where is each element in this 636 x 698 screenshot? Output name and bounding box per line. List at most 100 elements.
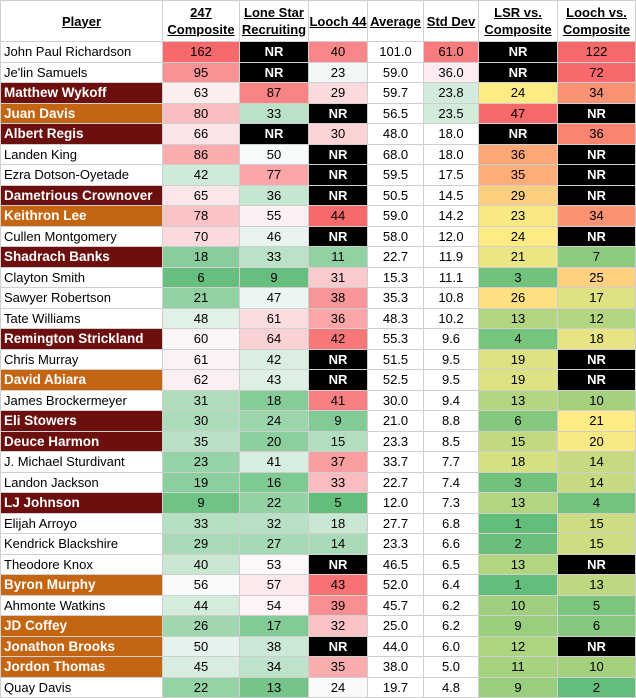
cell-player[interactable]: Eli Stowers xyxy=(0,410,163,432)
cell-247-composite: 63 xyxy=(162,82,240,104)
cell-247-composite: 86 xyxy=(162,143,240,165)
cell-player[interactable]: Elijah Arroyo xyxy=(0,512,163,534)
cell-lsr-vs-composite: 9 xyxy=(478,615,558,637)
cell-average: 12.0 xyxy=(367,492,424,514)
cell-lsr-vs-composite: 10 xyxy=(478,594,558,616)
cell-player[interactable]: J. Michael Sturdivant xyxy=(0,451,163,473)
cell-looch-44: NR xyxy=(308,164,368,186)
cell-player[interactable]: Dametrious Crownover xyxy=(0,184,163,206)
header-looch-44[interactable]: Looch 44 xyxy=(308,0,368,42)
cell-lsr-vs-composite: 13 xyxy=(478,553,558,575)
cell-std-dev: 8.5 xyxy=(423,430,479,452)
table-row: Landen King 86 50 NR 68.0 18.0 36 NR xyxy=(0,143,636,165)
cell-looch-44: NR xyxy=(308,369,368,391)
cell-player[interactable]: Kendrick Blackshire xyxy=(0,533,163,555)
cell-lone-star-recruiting: 20 xyxy=(239,430,309,452)
cell-lone-star-recruiting: NR xyxy=(239,41,309,63)
cell-looch-vs-composite: 7 xyxy=(557,246,636,268)
cell-player[interactable]: Shadrach Banks xyxy=(0,246,163,268)
cell-247-composite: 21 xyxy=(162,287,240,309)
cell-player[interactable]: Ahmonte Watkins xyxy=(0,594,163,616)
cell-player[interactable]: Albert Regis xyxy=(0,123,163,145)
cell-player[interactable]: James Brockermeyer xyxy=(0,389,163,411)
cell-lone-star-recruiting: 32 xyxy=(239,512,309,534)
table-row: Cullen Montgomery 70 46 NR 58.0 12.0 24 NR xyxy=(0,225,636,247)
cell-player[interactable]: Quay Davis xyxy=(0,676,163,698)
cell-player[interactable]: Theodore Knox xyxy=(0,553,163,575)
cell-247-composite: 66 xyxy=(162,123,240,145)
cell-player[interactable]: Landon Jackson xyxy=(0,471,163,493)
table-row: Landon Jackson 19 16 33 22.7 7.4 3 14 xyxy=(0,471,636,493)
cell-lone-star-recruiting: 34 xyxy=(239,656,309,678)
cell-looch-vs-composite: 34 xyxy=(557,82,636,104)
table-row: Matthew Wykoff 63 87 29 59.7 23.8 24 34 xyxy=(0,82,636,104)
cell-looch-44: NR xyxy=(308,348,368,370)
cell-player[interactable]: Je'lin Samuels xyxy=(0,61,163,83)
cell-std-dev: 61.0 xyxy=(423,41,479,63)
cell-std-dev: 6.5 xyxy=(423,553,479,575)
header-lone-star-recruiting[interactable]: Lone Star Recruiting xyxy=(239,0,309,42)
table-row: James Brockermeyer 31 18 41 30.0 9.4 13 10 xyxy=(0,389,636,411)
table-row: Byron Murphy 56 57 43 52.0 6.4 1 13 xyxy=(0,574,636,596)
cell-player[interactable]: Deuce Harmon xyxy=(0,430,163,452)
header-lsr-vs-composite[interactable]: LSR vs. Composite xyxy=(478,0,558,42)
cell-average: 22.7 xyxy=(367,246,424,268)
cell-player[interactable]: Cullen Montgomery xyxy=(0,225,163,247)
cell-lone-star-recruiting: 61 xyxy=(239,307,309,329)
cell-average: 59.7 xyxy=(367,82,424,104)
cell-std-dev: 4.8 xyxy=(423,676,479,698)
cell-lone-star-recruiting: 13 xyxy=(239,676,309,698)
cell-player[interactable]: Sawyer Robertson xyxy=(0,287,163,309)
header-247-composite[interactable]: 247 Composite xyxy=(162,0,240,42)
cell-lone-star-recruiting: 38 xyxy=(239,635,309,657)
cell-lone-star-recruiting: 41 xyxy=(239,451,309,473)
header-player[interactable]: Player xyxy=(0,0,163,42)
cell-player[interactable]: Tate Williams xyxy=(0,307,163,329)
cell-player[interactable]: John Paul Richardson xyxy=(0,41,163,63)
cell-247-composite: 70 xyxy=(162,225,240,247)
cell-player[interactable]: Ezra Dotson-Oyetade xyxy=(0,164,163,186)
cell-std-dev: 6.4 xyxy=(423,574,479,596)
cell-player[interactable]: JD Coffey xyxy=(0,615,163,637)
table-row: Sawyer Robertson 21 47 38 35.3 10.8 26 17 xyxy=(0,287,636,309)
cell-looch-vs-composite: NR xyxy=(557,369,636,391)
header-looch-vs-composite[interactable]: Looch vs. Composite xyxy=(557,0,636,42)
cell-std-dev: 6.2 xyxy=(423,594,479,616)
header-std-dev[interactable]: Std Dev xyxy=(423,0,479,42)
table-row: Theodore Knox 40 53 NR 46.5 6.5 13 NR xyxy=(0,553,636,575)
cell-average: 15.3 xyxy=(367,266,424,288)
cell-lone-star-recruiting: 57 xyxy=(239,574,309,596)
cell-looch-vs-composite: 2 xyxy=(557,676,636,698)
cell-lsr-vs-composite: 1 xyxy=(478,574,558,596)
cell-player[interactable]: Jordon Thomas xyxy=(0,656,163,678)
cell-player[interactable]: Clayton Smith xyxy=(0,266,163,288)
cell-std-dev: 6.0 xyxy=(423,635,479,657)
cell-player[interactable]: Byron Murphy xyxy=(0,574,163,596)
cell-lsr-vs-composite: NR xyxy=(478,61,558,83)
cell-looch-44: 14 xyxy=(308,533,368,555)
cell-player[interactable]: Juan Davis xyxy=(0,102,163,124)
cell-looch-vs-composite: 4 xyxy=(557,492,636,514)
cell-std-dev: 36.0 xyxy=(423,61,479,83)
table-row: Ahmonte Watkins 44 54 39 45.7 6.2 10 5 xyxy=(0,594,636,616)
cell-player[interactable]: David Abiara xyxy=(0,369,163,391)
cell-lone-star-recruiting: 33 xyxy=(239,246,309,268)
cell-std-dev: 7.7 xyxy=(423,451,479,473)
cell-player[interactable]: Landen King xyxy=(0,143,163,165)
cell-lsr-vs-composite: 2 xyxy=(478,533,558,555)
cell-looch-44: NR xyxy=(308,225,368,247)
cell-player[interactable]: Matthew Wykoff xyxy=(0,82,163,104)
cell-player[interactable]: Chris Murray xyxy=(0,348,163,370)
cell-std-dev: 7.3 xyxy=(423,492,479,514)
cell-lone-star-recruiting: 22 xyxy=(239,492,309,514)
cell-player[interactable]: LJ Johnson xyxy=(0,492,163,514)
cell-player[interactable]: Remington Strickland xyxy=(0,328,163,350)
cell-player[interactable]: Keithron Lee xyxy=(0,205,163,227)
table-row: Remington Strickland 60 64 42 55.3 9.6 4 18 xyxy=(0,328,636,350)
cell-average: 58.0 xyxy=(367,225,424,247)
cell-std-dev: 14.5 xyxy=(423,184,479,206)
cell-average: 101.0 xyxy=(367,41,424,63)
cell-looch-vs-composite: NR xyxy=(557,348,636,370)
header-average[interactable]: Average xyxy=(367,0,424,42)
cell-player[interactable]: Jonathon Brooks xyxy=(0,635,163,657)
